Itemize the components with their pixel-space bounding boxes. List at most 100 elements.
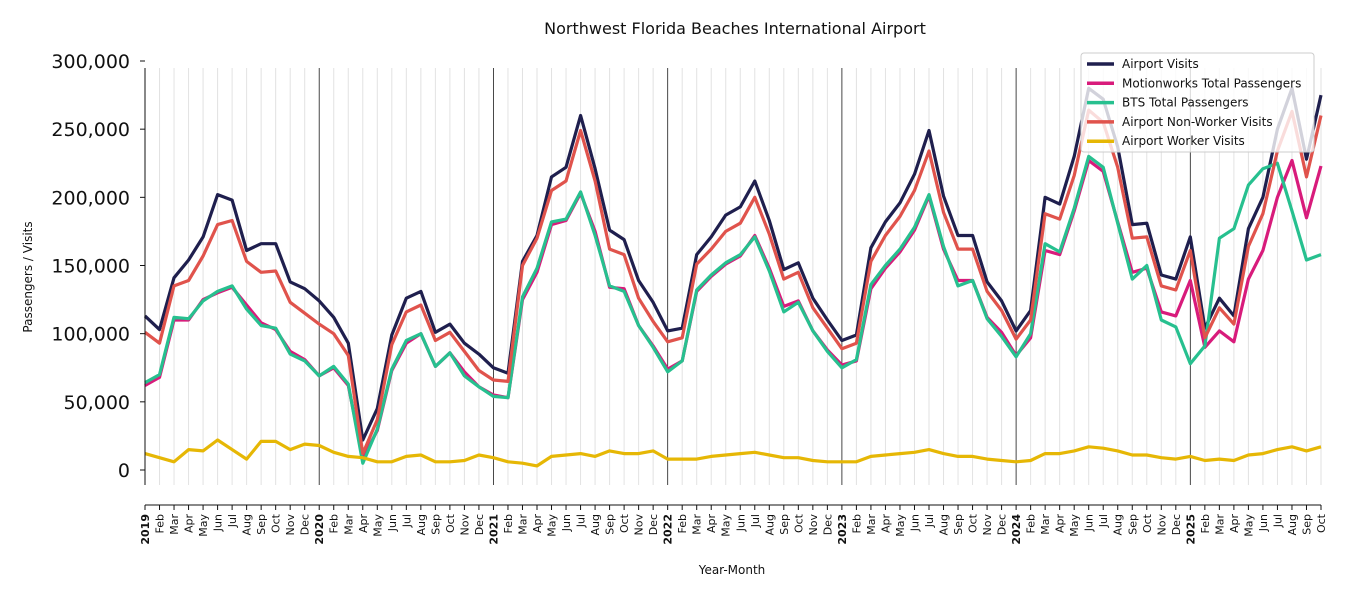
y-tick-label: 300,000 <box>51 51 130 73</box>
x-tick-label: Aug <box>241 514 254 535</box>
x-tick-label: Nov <box>1155 514 1168 536</box>
x-tick-label: Mar <box>168 514 181 535</box>
x-tick-label: Jul <box>575 514 588 528</box>
x-tick-label: Nov <box>807 514 820 536</box>
chart-title: Northwest Florida Beaches International … <box>544 19 926 38</box>
x-tick-label: Apr <box>531 514 544 534</box>
x-tick-label: Jul <box>749 514 762 528</box>
series-line-airport-worker-visits <box>144 438 1322 468</box>
x-tick-label: 2020 <box>313 514 326 545</box>
x-tick-label: Feb <box>676 514 689 533</box>
legend-item: Airport Non-Worker Visits <box>1087 115 1273 129</box>
x-tick-label: Jun <box>386 514 399 532</box>
x-tick-label: Dec <box>996 514 1009 535</box>
x-tick-label: Sep <box>1300 514 1313 535</box>
x-tick-label: Jun <box>1257 514 1270 532</box>
x-tick-label: Sep <box>778 514 791 535</box>
x-tick-label: Sep <box>952 514 965 535</box>
x-tick-label: Jun <box>1083 514 1096 532</box>
x-tick-label: May <box>720 514 733 537</box>
legend-label: Airport Non-Worker Visits <box>1122 115 1273 129</box>
x-tick-label: Mar <box>691 514 704 535</box>
x-tick-label: Jul <box>400 514 413 528</box>
x-tick-label: Dec <box>473 514 486 535</box>
x-tick-label: 2024 <box>1010 514 1023 545</box>
x-tick-label: Sep <box>604 514 617 535</box>
x-tick-label: Apr <box>357 514 370 534</box>
x-tick-label: Dec <box>647 514 660 535</box>
y-tick-label: 150,000 <box>51 256 130 278</box>
x-tick-label: Mar <box>1039 514 1052 535</box>
x-tick-label: Sep <box>255 514 268 535</box>
x-tick-label: May <box>1242 514 1255 537</box>
legend-box <box>1080 52 1315 153</box>
x-tick-label: 2025 <box>1184 514 1197 545</box>
legend-label: Airport Visits <box>1122 57 1199 71</box>
legend-label: Airport Worker Visits <box>1122 134 1245 148</box>
legend-label: BTS Total Passengers <box>1122 96 1249 110</box>
x-tick-label: Aug <box>589 514 602 535</box>
y-tick-label: 250,000 <box>51 119 130 141</box>
x-tick-label: Oct <box>270 513 283 533</box>
x-tick-label: Jul <box>1271 514 1284 528</box>
x-tick-label: Feb <box>1199 514 1212 533</box>
legend-item: Airport Worker Visits <box>1087 134 1245 148</box>
x-tick-label: 2021 <box>487 514 500 545</box>
x-ticks: 2019 Feb Mar Apr May Jun Jul Aug Sep Oct Nov Dec 202… <box>139 505 1328 545</box>
x-tick-label: May <box>1068 514 1081 537</box>
x-tick-label: Feb <box>502 514 515 533</box>
series-lines <box>143 86 1323 468</box>
y-ticks: 0 50,000 100,000 150,000 200,000 250,000 300,0… <box>51 51 145 482</box>
x-tick-label: 2019 <box>139 514 152 545</box>
x-tick-label: Nov <box>981 514 994 536</box>
x-tick-label: Mar <box>1213 514 1226 535</box>
x-tick-label: Nov <box>458 514 471 536</box>
x-tick-label: Feb <box>1025 514 1038 533</box>
x-tick-label: Oct <box>792 513 805 533</box>
y-axis-label: Passengers / Visits <box>21 221 35 332</box>
series-line-airport-non-worker-visits <box>144 108 1323 456</box>
x-tick-label: Oct <box>1315 513 1328 533</box>
gridlines <box>144 68 1322 485</box>
x-tick-label: Apr <box>1228 514 1241 534</box>
x-tick-label: Sep <box>429 514 442 535</box>
x-tick-label: Jun <box>908 514 921 532</box>
x-tick-label: Aug <box>1286 514 1299 535</box>
x-tick-label: 2022 <box>662 514 675 545</box>
legend-item: Motionworks Total Passengers <box>1087 76 1301 90</box>
y-tick-label: 200,000 <box>51 187 130 209</box>
x-tick-label: Apr <box>879 514 892 534</box>
x-tick-label: Aug <box>938 514 951 535</box>
legend-item: Airport Visits <box>1087 57 1199 71</box>
x-tick-label: Dec <box>821 514 834 535</box>
x-tick-label: Apr <box>183 514 196 534</box>
x-tick-label: Mar <box>865 514 878 535</box>
x-tick-label: Feb <box>154 514 167 533</box>
x-tick-label: May <box>197 514 210 537</box>
x-tick-label: May <box>371 514 384 537</box>
x-tick-label: Nov <box>633 514 646 536</box>
x-tick-label: Sep <box>1126 514 1139 535</box>
y-tick-label: 50,000 <box>64 392 130 414</box>
y-tick-label: 100,000 <box>51 324 130 346</box>
series-line-motionworks-total-passengers <box>144 158 1323 460</box>
x-tick-label: Jun <box>212 514 225 532</box>
x-tick-label: 2023 <box>836 514 849 545</box>
x-tick-label: Dec <box>1170 514 1183 535</box>
x-tick-label: Jun <box>734 514 747 532</box>
x-tick-label: Mar <box>516 514 529 535</box>
x-tick-label: May <box>894 514 907 537</box>
legend-label: Motionworks Total Passengers <box>1122 76 1301 90</box>
x-tick-label: Dec <box>299 514 312 535</box>
series-line-airport-visits <box>143 86 1323 442</box>
x-tick-label: Jun <box>560 514 573 532</box>
legend-item: BTS Total Passengers <box>1087 96 1249 110</box>
x-axis-label: Year-Month <box>698 563 766 577</box>
x-tick-label: Mar <box>342 514 355 535</box>
x-tick-label: Oct <box>967 513 980 533</box>
x-tick-label: Aug <box>415 514 428 535</box>
legend: Airport Visits Motionworks Total Passenge… <box>1080 52 1315 153</box>
x-tick-label: Aug <box>763 514 776 535</box>
x-tick-label: Apr <box>705 514 718 534</box>
